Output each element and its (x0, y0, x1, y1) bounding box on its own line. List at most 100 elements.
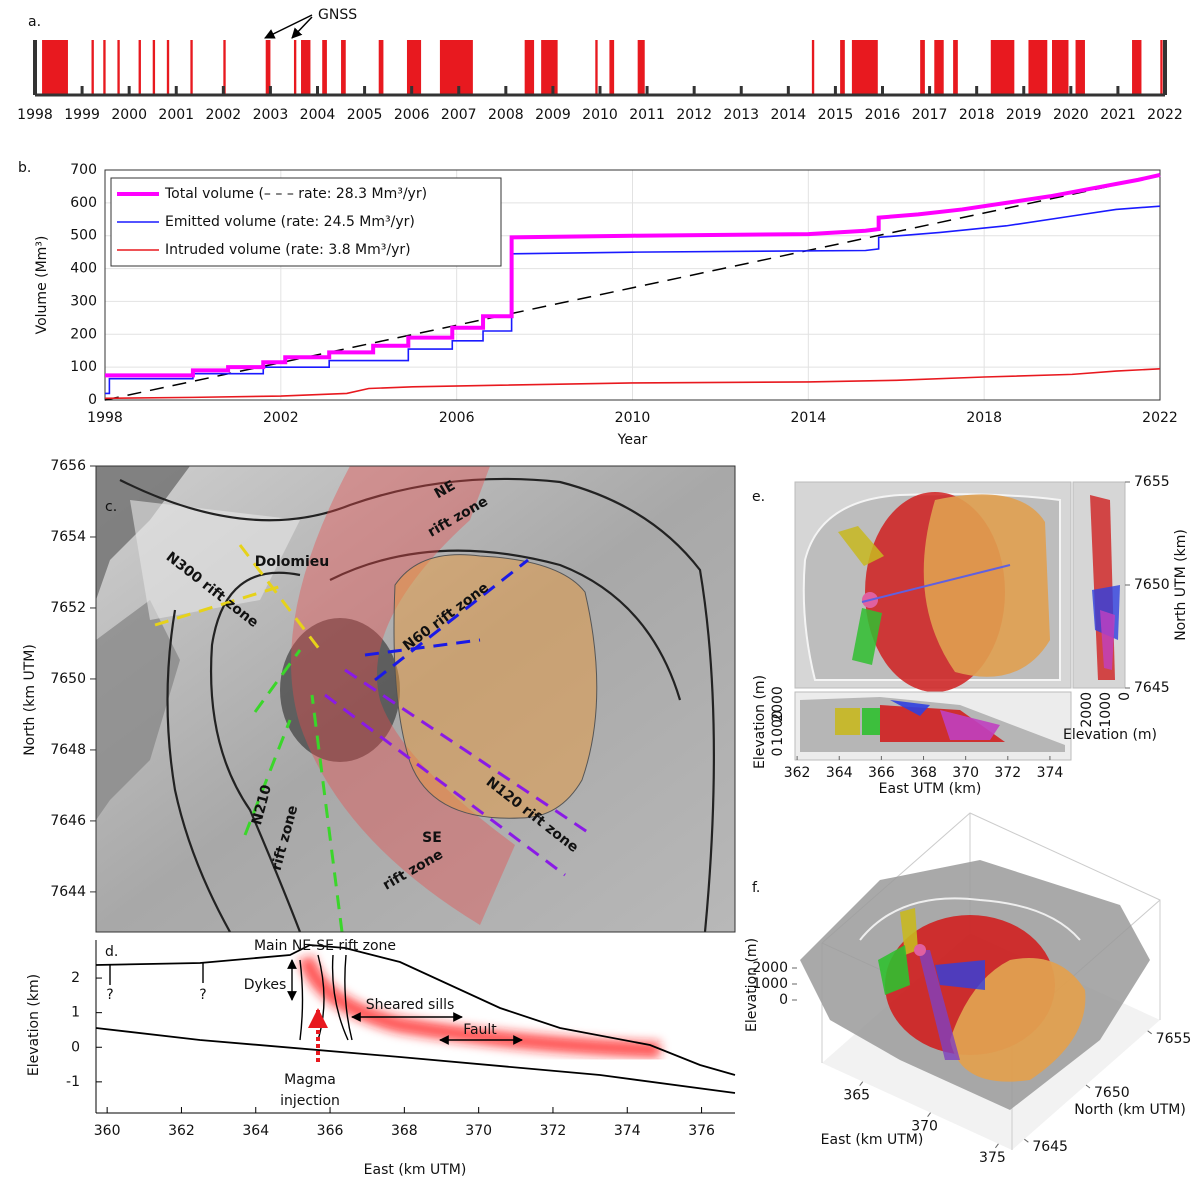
y-tick-label: 7652 (50, 600, 86, 616)
y-tick-label: 7645 (1032, 1139, 1068, 1155)
eruption-bar (541, 40, 558, 95)
flank-zone (393, 554, 598, 819)
y-tick-label: 7650 (1094, 1085, 1130, 1101)
series-line (105, 172, 1161, 378)
crater (914, 944, 926, 956)
eruption-bar (595, 40, 598, 95)
rift-axis (364, 638, 481, 657)
y-tick-label: 7644 (50, 884, 86, 900)
x-tick-label: 375 (979, 1150, 1006, 1166)
eruption-bar (439, 40, 473, 95)
annotation: GNSS (318, 7, 357, 23)
eruption-bar (42, 40, 68, 95)
y-tick-label: 1 (71, 1005, 80, 1021)
x-tick-label: 2000 (111, 107, 147, 123)
section-annotation: Magma (284, 1072, 336, 1088)
y-tick-label: 7645 (1134, 680, 1170, 696)
eruption-bar (190, 40, 193, 95)
eruption-bar (322, 40, 327, 95)
basement (95, 1027, 736, 1094)
eruption-bar (1160, 40, 1163, 95)
section-plane (940, 710, 1000, 740)
x-tick-label: 2018 (959, 107, 995, 123)
x-tick-label: 368 (391, 1123, 418, 1139)
y-tick-label: 100 (70, 359, 97, 375)
y-axis-label: Elevation (km) (26, 974, 42, 1076)
section-annotation: Main NE-SE rift zone (254, 938, 396, 954)
eruption-bar (920, 40, 925, 95)
eruption-bar (990, 40, 1015, 95)
x-tick-label: 2018 (966, 410, 1002, 426)
eruption-bar (406, 40, 422, 95)
x-tick-label: 2001 (158, 107, 194, 123)
x-tick-label: 2002 (206, 107, 242, 123)
rift-axis (310, 694, 344, 932)
x-tick-label: 2015 (818, 107, 854, 123)
z-tick-label: 0 (770, 748, 786, 757)
dyke (344, 954, 353, 1041)
x-tick-label: 2014 (791, 410, 827, 426)
eruption-bar (1028, 40, 1048, 95)
eruption-bar (811, 40, 815, 95)
eruption-bar (1132, 40, 1142, 95)
z-axis-label: Elevation (m) (1063, 727, 1157, 743)
eruption-bar (953, 40, 958, 95)
x-tick-label: 370 (952, 765, 979, 781)
x-tick-label: 2002 (263, 410, 299, 426)
x-tick-label: 2008 (488, 107, 524, 123)
eruption-bar (301, 40, 311, 95)
z-tick-label: 1000 (770, 710, 786, 746)
eruption-bar (378, 40, 384, 95)
x-tick-label: 2019 (1006, 107, 1042, 123)
rift-axis (374, 558, 529, 682)
eruption-bar (609, 40, 615, 95)
x-tick-label: 364 (242, 1123, 269, 1139)
x-tick-label: 2003 (253, 107, 289, 123)
eruption-bar (934, 40, 944, 95)
plot-frame (104, 169, 1161, 401)
dyke (317, 954, 325, 1041)
legend-label: Emitted volume (rate: 24.5 Mm³/yr) (165, 214, 415, 230)
eruption-bar (293, 40, 297, 95)
valley-shade (96, 600, 180, 820)
surface-profile (95, 944, 736, 1076)
legend-box (110, 177, 502, 267)
x-tick-label: 2009 (535, 107, 571, 123)
rim (859, 897, 1081, 941)
arrow (264, 14, 313, 39)
x-tick-label: 2010 (615, 410, 651, 426)
panel-label: c. (105, 499, 117, 515)
z-tick-label: 0 (779, 992, 788, 1008)
eruption-bar (1075, 40, 1085, 95)
section-annotation: Sheared sills (366, 997, 455, 1013)
dyke (299, 959, 304, 1041)
rim-line (209, 571, 302, 932)
trend-line (104, 174, 1161, 401)
x-tick-label: 364 (826, 765, 853, 781)
x-tick-label: 1998 (17, 107, 53, 123)
x-tick-label: 368 (910, 765, 937, 781)
y-tick-label: 2 (71, 970, 80, 986)
y-tick-label: 400 (70, 261, 97, 277)
x-axis-label: East (km UTM) (821, 1132, 924, 1148)
x-tick-label: 2007 (441, 107, 477, 123)
y-tick-label: -1 (66, 1074, 80, 1090)
eruption-bar (138, 40, 141, 95)
x-tick-label: 372 (540, 1123, 567, 1139)
dyke (331, 954, 349, 1041)
x-tick-label: 2022 (1142, 410, 1178, 426)
x-tick-label: 1998 (87, 410, 123, 426)
x-tick-label: 376 (688, 1123, 715, 1139)
z-tick-label: 1000 (1098, 692, 1114, 728)
x-tick-label: 370 (911, 1119, 938, 1135)
rift-axis (253, 649, 302, 713)
x-tick-label: 2021 (1100, 107, 1136, 123)
rim-line (119, 477, 715, 932)
y-axis-label: Volume (Mm³) (34, 236, 50, 335)
eruption-bar (103, 40, 106, 95)
x-tick-label: 360 (94, 1123, 121, 1139)
section-dyke (862, 708, 880, 735)
eruption-bar (91, 40, 94, 95)
eruption-bar (851, 40, 878, 95)
